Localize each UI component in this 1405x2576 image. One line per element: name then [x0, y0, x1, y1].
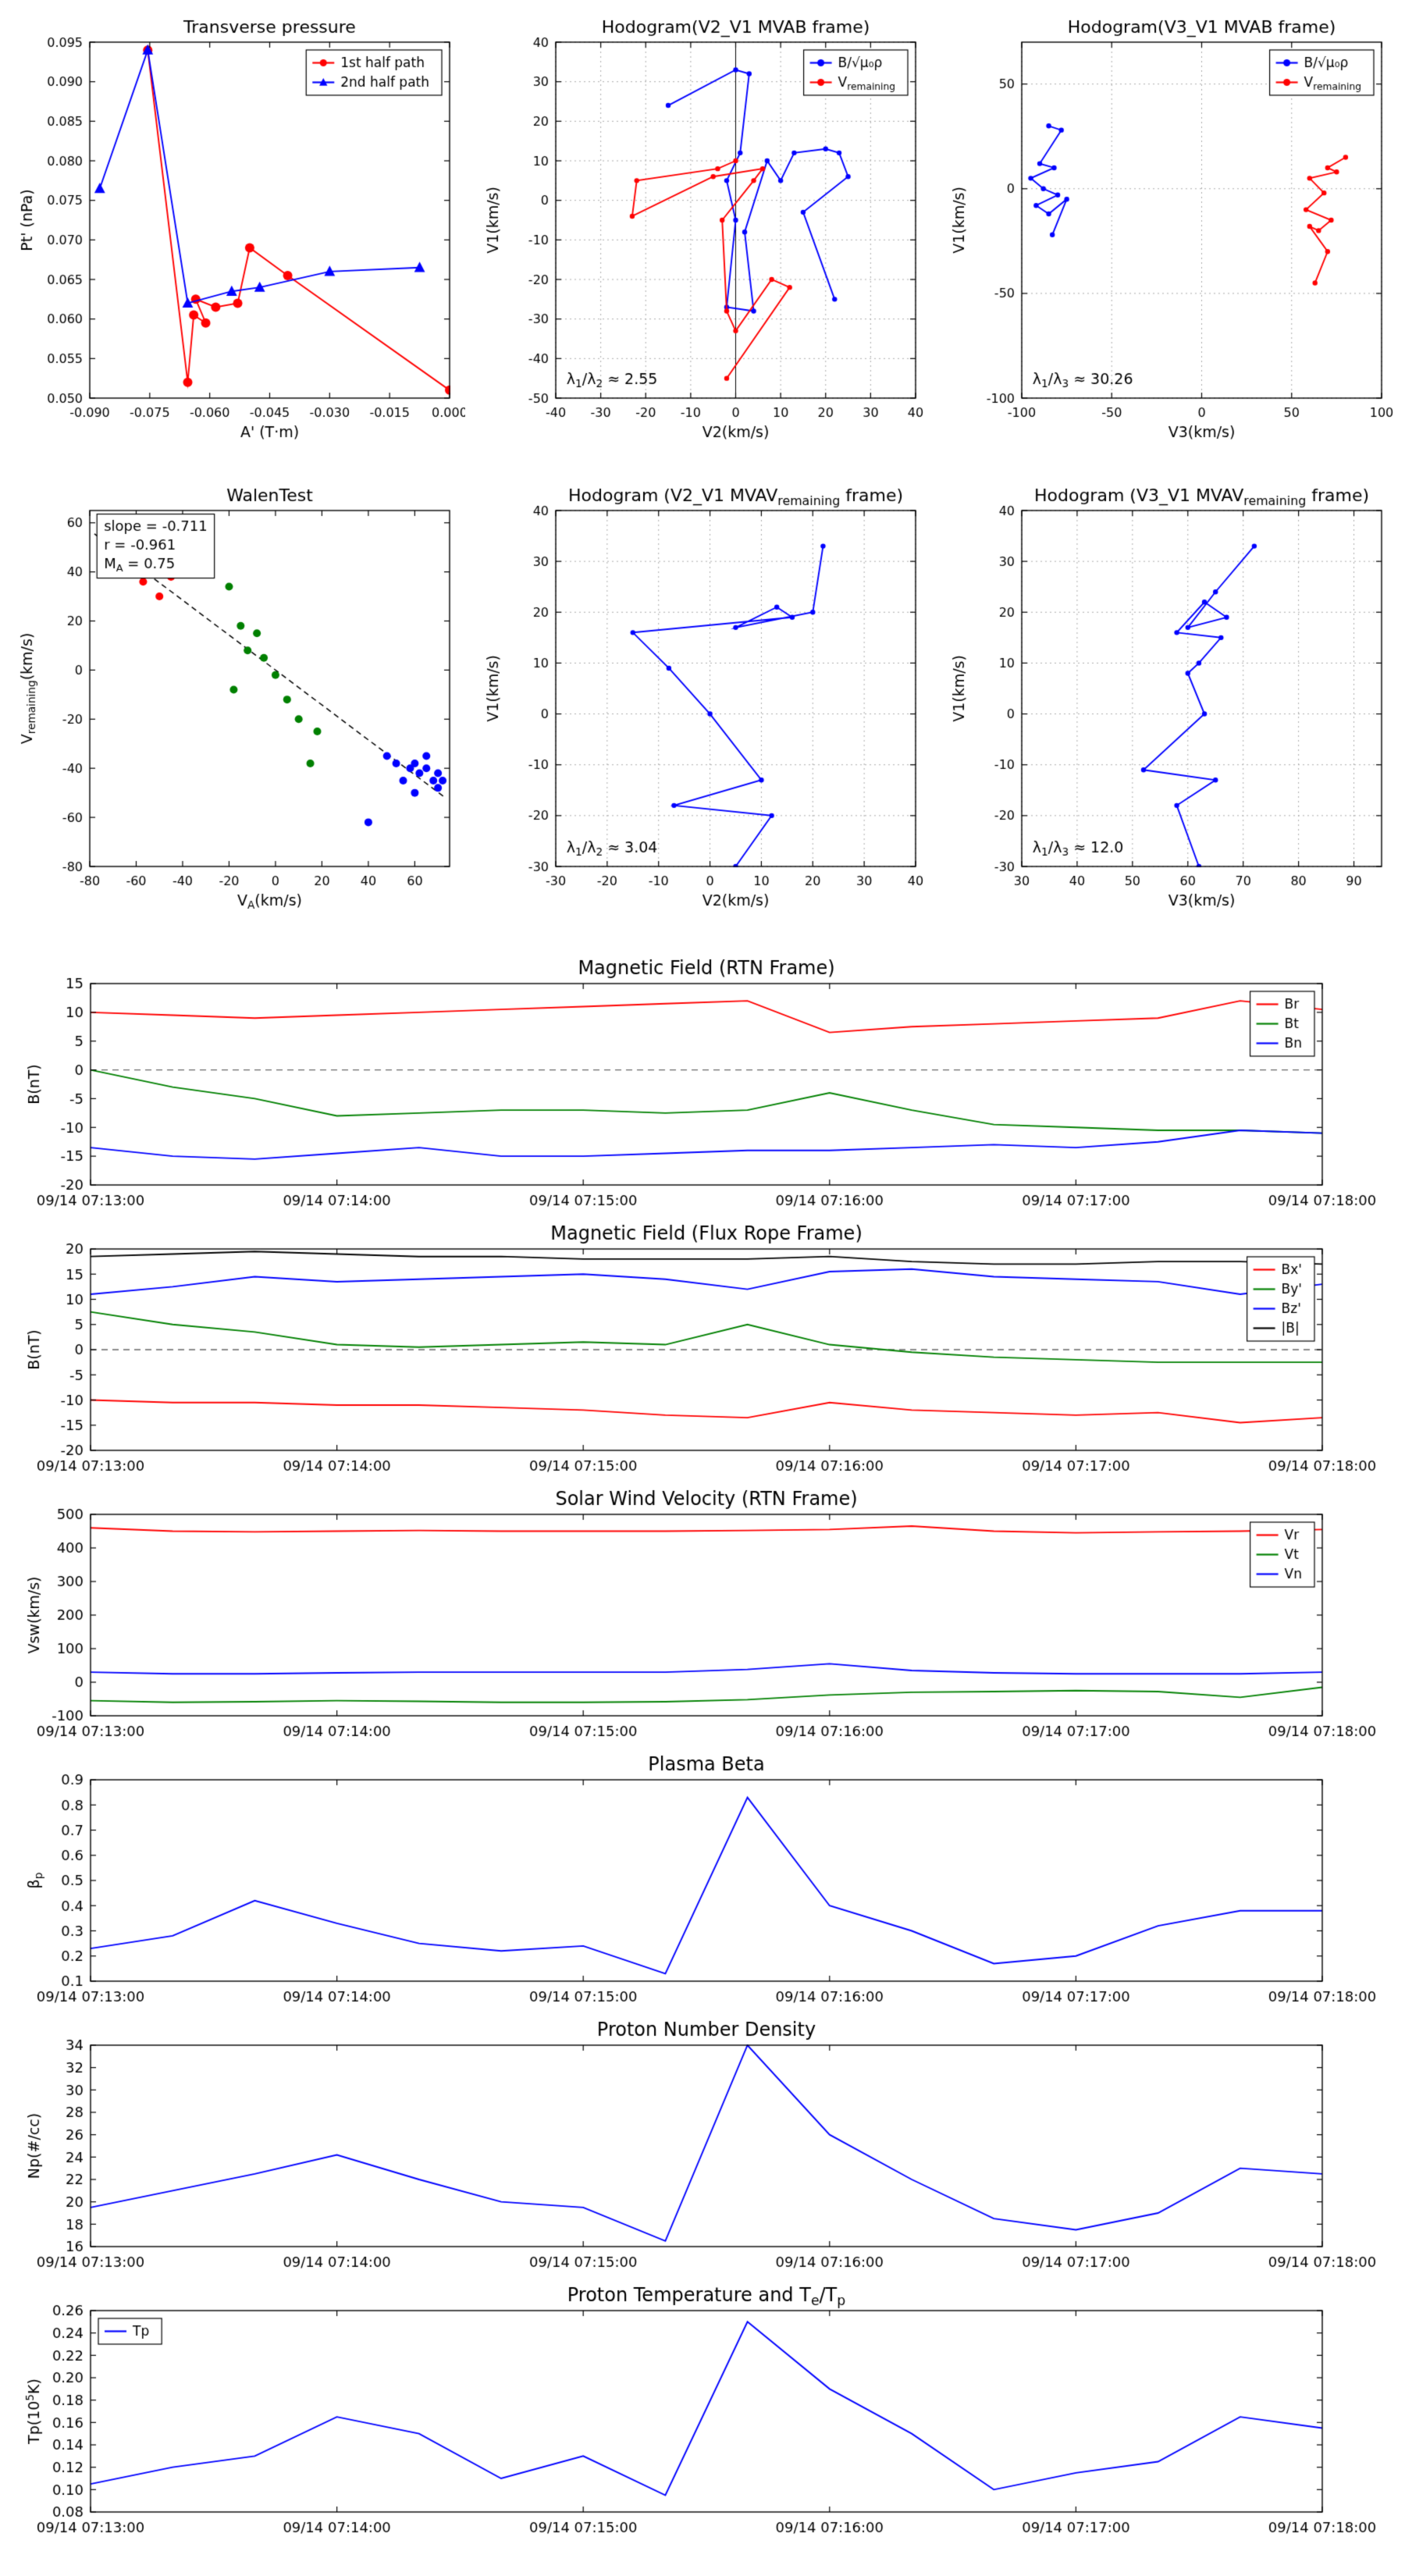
- transverse-pressure-plot: [8, 11, 465, 448]
- plasma-beta-panel: [16, 1752, 1389, 2017]
- scatter-row-1: [0, 0, 1405, 448]
- solar-wind-velocity-panel: [16, 1486, 1389, 1752]
- hodogram-v3v1-mvav-plot: [940, 479, 1397, 916]
- walen-test-plot: [8, 479, 465, 916]
- hodogram-v3v1-mvab-plot: [940, 11, 1397, 448]
- proton-number-density-panel: [16, 2017, 1389, 2282]
- scatter-row-2: [0, 448, 1405, 916]
- time-series-panels: [0, 916, 1405, 2548]
- hodogram-v2v1-mvab-plot: [474, 11, 931, 448]
- magnetic-field-rtn-panel: [16, 955, 1389, 1221]
- hodogram-v2v1-mvav-plot: [474, 479, 931, 916]
- proton-temperature-panel: [16, 2282, 1389, 2548]
- magnetic-field-fluxrope-panel: [16, 1221, 1389, 1486]
